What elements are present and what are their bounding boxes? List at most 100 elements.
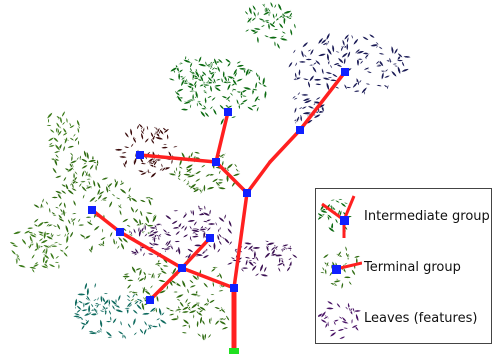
leaf: [198, 187, 203, 195]
leaf: [281, 243, 290, 247]
leaf: [190, 208, 193, 216]
leaf: [156, 126, 161, 135]
leaf: [259, 262, 264, 273]
leaf: [302, 99, 313, 104]
leaf: [256, 35, 260, 45]
leaf: [82, 193, 85, 201]
leaf: [54, 175, 63, 179]
leaf: [257, 17, 266, 22]
leaf: [396, 52, 404, 59]
branch-edge: [138, 153, 218, 164]
leaf: [158, 306, 162, 318]
leaf: [273, 40, 277, 48]
leaf: [252, 27, 262, 31]
leaf: [209, 105, 214, 111]
leaf: [159, 270, 169, 275]
leaf: [272, 28, 280, 31]
leaf: [82, 311, 93, 317]
leaf: [134, 247, 139, 255]
leaf: [116, 244, 121, 251]
leaf: [68, 179, 78, 187]
leaf: [143, 327, 148, 337]
leaf: [56, 222, 61, 231]
leaf: [160, 162, 164, 169]
leaf: [222, 69, 226, 79]
leaf: [195, 294, 202, 297]
leaf: [147, 197, 152, 207]
leaf: [137, 225, 141, 234]
leaf: [46, 111, 54, 120]
leaf: [144, 211, 154, 215]
leaf: [296, 91, 301, 97]
leaf: [234, 247, 238, 255]
leaf: [110, 192, 117, 198]
group-node: [178, 264, 186, 272]
leaf: [269, 0, 274, 9]
group-node: [224, 108, 232, 116]
leaf: [114, 196, 122, 200]
leaf: [377, 45, 384, 50]
leaf: [194, 89, 199, 100]
leaf: [167, 77, 176, 82]
leaf: [254, 272, 261, 277]
leaf: [49, 128, 56, 134]
leaf: [213, 57, 218, 67]
leaf: [40, 265, 49, 269]
leaf: [296, 115, 300, 124]
leaf: [213, 306, 222, 310]
leaf: [256, 105, 260, 113]
leaf: [339, 201, 348, 208]
leaf: [68, 136, 76, 142]
leaf: [108, 297, 111, 307]
leaf: [350, 33, 354, 41]
leaf: [39, 239, 49, 244]
leaf: [162, 128, 170, 134]
leaf: [282, 10, 293, 15]
leaf: [180, 310, 190, 314]
leaf: [156, 272, 164, 276]
leaf: [202, 281, 209, 289]
leaf: [146, 273, 153, 276]
branch-edge: [90, 208, 122, 234]
leaf: [92, 224, 101, 232]
leaf: [138, 199, 147, 203]
leaf: [144, 196, 153, 199]
leaf: [197, 207, 205, 210]
leaf: [352, 89, 361, 93]
leaf: [177, 165, 184, 170]
leaf: [223, 213, 227, 221]
leaf: [172, 290, 180, 294]
leaf: [143, 319, 148, 327]
leaf: [70, 217, 77, 223]
leaf: [160, 166, 167, 173]
leaf: [164, 214, 173, 221]
leaf: [180, 76, 187, 81]
branch-edge: [148, 266, 184, 302]
leaf: [189, 103, 192, 110]
leaf: [86, 159, 98, 163]
leaf: [29, 234, 33, 244]
leaf: [334, 199, 341, 204]
leaf: [335, 302, 342, 309]
leaf: [364, 52, 370, 60]
legend-item-leaves: Leaves (features): [316, 293, 493, 343]
leaf: [218, 103, 226, 111]
branch-edge: [180, 266, 236, 290]
leaf: [220, 95, 229, 99]
branch-edge: [298, 70, 347, 132]
leaf: [229, 91, 234, 97]
group-node: [136, 151, 144, 159]
leaf: [129, 297, 135, 303]
leaf: [231, 172, 242, 177]
leaf: [64, 135, 68, 146]
leaf: [65, 116, 69, 125]
leaf: [291, 253, 299, 259]
leaf: [126, 283, 132, 290]
leaf: [293, 22, 297, 30]
leaf: [330, 72, 339, 78]
leaf: [183, 224, 188, 233]
leaf: [259, 24, 266, 28]
leaf: [193, 151, 202, 155]
leaf: [356, 58, 364, 61]
